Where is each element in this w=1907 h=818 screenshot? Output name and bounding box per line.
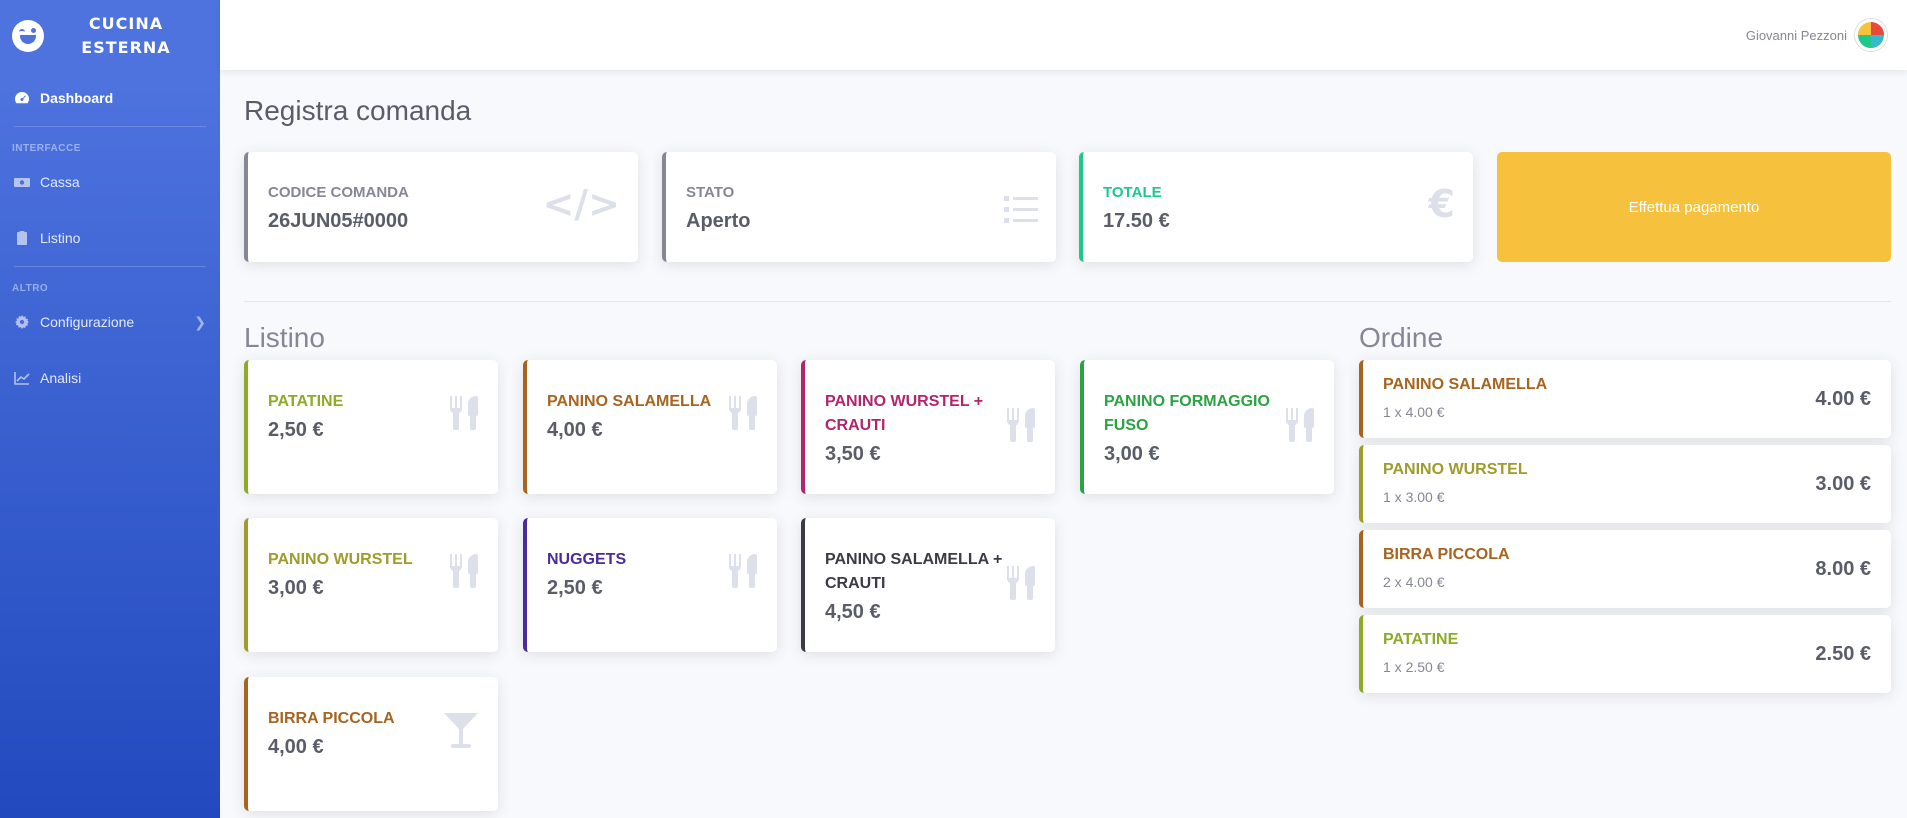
- sidebar-item-label: Listino: [40, 230, 81, 246]
- total-value: 17.50 €: [1103, 210, 1170, 232]
- menu-item-name: NUGGETS 2,50 €: [547, 548, 732, 600]
- brand[interactable]: CUCINA ESTERNA: [0, 0, 220, 72]
- sidebar-item-label: Analisi: [40, 370, 82, 386]
- utensils-icon: [450, 396, 480, 430]
- menu-item-name: BIRRA PICCOLA 4,00 €: [268, 707, 453, 759]
- menu-item-price: 4,00 €: [268, 736, 324, 758]
- clipboard-icon: [14, 231, 30, 245]
- order-item-qty: 1 x 3.00 €: [1383, 489, 1445, 505]
- order-item-total: 4.00 €: [1815, 388, 1871, 410]
- order-row[interactable]: PANINO WURSTEL 1 x 3.00 € 3.00 €: [1359, 445, 1891, 523]
- utensils-icon: [1007, 408, 1037, 442]
- money-bill-icon: [14, 175, 30, 189]
- sidebar-item-analisi[interactable]: Analisi: [0, 350, 220, 406]
- chevron-right-icon: ❯: [194, 313, 206, 330]
- order-row[interactable]: BIRRA PICCOLA 2 x 4.00 € 8.00 €: [1359, 530, 1891, 608]
- status-value: Aperto: [686, 210, 751, 232]
- pay-button[interactable]: Effettua pagamento: [1497, 152, 1891, 262]
- brand-line-1: CUCINA: [88, 14, 164, 33]
- menu-item-name: PANINO WURSTEL + CRAUTI 3,50 €: [825, 390, 1010, 466]
- order-item-name: BIRRA PICCOLA: [1383, 546, 1510, 563]
- utensils-icon: [450, 554, 480, 588]
- menu-item[interactable]: PANINO SALAMELLA 4,00 €: [523, 360, 777, 494]
- listino-title: Listino: [244, 322, 325, 353]
- order-item-total: 8.00 €: [1815, 558, 1871, 580]
- order-item-total: 3.00 €: [1815, 473, 1871, 495]
- menu-item[interactable]: PATATINE 2,50 €: [244, 360, 498, 494]
- status-card: STATO Aperto: [662, 152, 1056, 262]
- euro-icon: €: [1428, 182, 1455, 226]
- menu-item[interactable]: PANINO FORMAGGIO FUSO 3,00 €: [1080, 360, 1334, 494]
- menu-item[interactable]: PANINO WURSTEL 3,00 €: [244, 518, 498, 652]
- utensils-icon: [729, 554, 759, 588]
- order-item-name: PANINO WURSTEL: [1383, 461, 1528, 478]
- utensils-icon: [1007, 566, 1037, 600]
- sidebar-item-cassa[interactable]: Cassa: [0, 154, 220, 210]
- menu-item[interactable]: NUGGETS 2,50 €: [523, 518, 777, 652]
- order-item-qty: 2 x 4.00 €: [1383, 574, 1445, 590]
- menu-item-price: 2,50 €: [268, 419, 324, 441]
- topbar: Giovanni Pezzoni: [220, 0, 1907, 70]
- order-item-total: 2.50 €: [1815, 643, 1871, 665]
- brand-line-2: ESTERNA: [81, 38, 171, 57]
- menu-item[interactable]: PANINO SALAMELLA + CRAUTI 4,50 €: [801, 518, 1055, 652]
- sidebar-item-configurazione[interactable]: Configurazione ❯: [0, 294, 220, 350]
- menu-item-name: PANINO WURSTEL 3,00 €: [268, 548, 453, 600]
- sidebar-item-label: Configurazione: [40, 314, 135, 330]
- sidebar-item-listino[interactable]: Listino: [0, 210, 220, 266]
- chart-line-icon: [14, 371, 30, 385]
- menu-item-name: PATATINE 2,50 €: [268, 390, 453, 442]
- sidebar-divider: [14, 126, 206, 127]
- divider: [244, 301, 1891, 302]
- page-title: Registra comanda: [244, 95, 472, 126]
- sidebar-item-dashboard[interactable]: Dashboard: [0, 70, 220, 126]
- menu-item-name: PANINO FORMAGGIO FUSO 3,00 €: [1104, 390, 1289, 466]
- code-icon: </>: [542, 182, 620, 226]
- order-code-value: 26JUN05#0000: [268, 210, 409, 232]
- sidebar-item-label: Cassa: [40, 174, 80, 190]
- menu-item-price: 3,50 €: [825, 443, 881, 465]
- menu-item-price: 4,50 €: [825, 601, 881, 623]
- order-code-label: CODICE COMANDA: [268, 184, 409, 201]
- order-row[interactable]: PANINO SALAMELLA 1 x 4.00 € 4.00 €: [1359, 360, 1891, 438]
- menu-item-price: 2,50 €: [547, 577, 603, 599]
- user-menu[interactable]: Giovanni Pezzoni: [1746, 19, 1887, 51]
- gear-icon: [14, 315, 30, 329]
- order-item-name: PATATINE: [1383, 631, 1459, 648]
- menu-item-price: 4,00 €: [547, 419, 603, 441]
- menu-item-price: 3,00 €: [1104, 443, 1160, 465]
- order-item-qty: 1 x 2.50 €: [1383, 659, 1445, 675]
- avatar: [1855, 19, 1887, 51]
- status-label: STATO: [686, 184, 735, 201]
- total-label: TOTALE: [1103, 184, 1162, 201]
- menu-item[interactable]: PANINO WURSTEL + CRAUTI 3,50 €: [801, 360, 1055, 494]
- wink-face-icon: [12, 20, 44, 52]
- sidebar-divider: [14, 266, 206, 267]
- ordine-title: Ordine: [1359, 322, 1444, 353]
- order-item-qty: 1 x 4.00 €: [1383, 404, 1445, 420]
- sidebar: CUCINA ESTERNA Dashboard INTERFACCE Cass…: [0, 0, 220, 818]
- menu-item-name: PANINO SALAMELLA + CRAUTI 4,50 €: [825, 548, 1010, 624]
- utensils-icon: [729, 396, 759, 430]
- utensils-icon: [1286, 408, 1316, 442]
- sidebar-item-label: Dashboard: [40, 90, 114, 106]
- sidebar-heading-interface: INTERFACCE: [12, 143, 81, 154]
- list-icon: [1004, 190, 1038, 234]
- order-code-card: CODICE COMANDA 26JUN05#0000 </>: [244, 152, 638, 262]
- menu-item[interactable]: BIRRA PICCOLA 4,00 €: [244, 677, 498, 811]
- user-name: Giovanni Pezzoni: [1745, 27, 1847, 43]
- tachometer-icon: [14, 91, 30, 105]
- menu-item-price: 3,00 €: [268, 577, 324, 599]
- menu-item-name: PANINO SALAMELLA 4,00 €: [547, 390, 732, 442]
- cocktail-glass-icon: [444, 713, 478, 749]
- order-row[interactable]: PATATINE 1 x 2.50 € 2.50 €: [1359, 615, 1891, 693]
- order-item-name: PANINO SALAMELLA: [1383, 376, 1548, 393]
- sidebar-heading-other: ALTRO: [12, 283, 49, 294]
- total-card: TOTALE 17.50 € €: [1079, 152, 1473, 262]
- brand-name: CUCINA ESTERNA: [44, 12, 208, 60]
